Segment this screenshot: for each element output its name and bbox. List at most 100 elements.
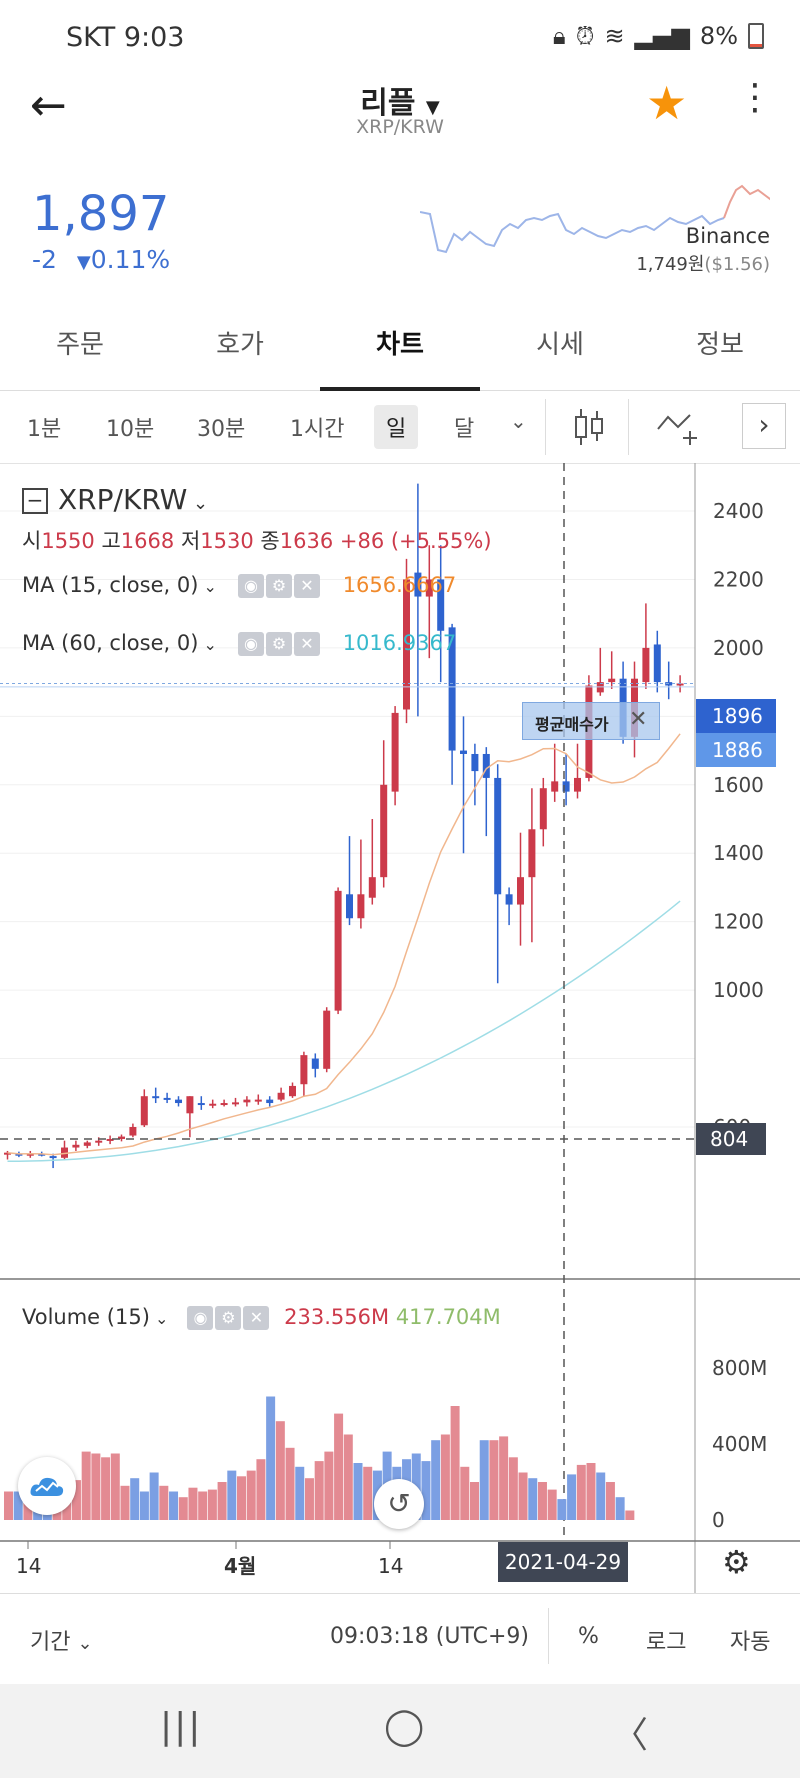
eye-icon[interactable]: ◉	[238, 632, 264, 656]
close-icon[interactable]: ✕	[243, 1306, 270, 1330]
tab-market[interactable]: 시세	[536, 330, 584, 360]
candle-body	[118, 1136, 125, 1139]
tab-chart[interactable]: 차트	[320, 312, 480, 391]
close-icon[interactable]: ✕	[629, 707, 648, 732]
volume-bar	[508, 1457, 518, 1520]
recent-apps-icon[interactable]: |||	[160, 1706, 203, 1747]
volume-bar	[431, 1440, 441, 1520]
close-label: 종	[260, 529, 280, 553]
price-change: -2 ▼0.11%	[32, 245, 170, 274]
volume-bar	[130, 1478, 140, 1520]
home-icon[interactable]: ◯	[384, 1706, 425, 1747]
eye-icon[interactable]: ◉	[238, 574, 264, 598]
gear-icon[interactable]: ⚙	[266, 632, 292, 656]
cloud-icon	[30, 1477, 64, 1496]
chart-settings-gear-icon[interactable]: ⚙	[722, 1543, 751, 1581]
down-triangle-icon: ▼	[76, 252, 91, 273]
candle-body	[106, 1138, 114, 1141]
candle-body	[95, 1140, 103, 1143]
volume-value-2: 417.704M	[395, 1305, 501, 1329]
sparkline-down-segment	[420, 211, 725, 254]
gear-icon[interactable]: ⚙	[215, 1306, 242, 1330]
candle-body	[574, 777, 581, 792]
wifi-icon: ≋	[604, 22, 625, 50]
candle-body	[61, 1147, 68, 1158]
divider	[548, 1608, 549, 1664]
interval-1min[interactable]: 1분	[27, 417, 62, 442]
ma15-legend[interactable]: MA (15, close, 0) ⌄ ◉ ⚙ ✕ 1656.6667	[22, 573, 456, 598]
close-icon[interactable]: ✕	[294, 574, 320, 598]
volume-bar	[353, 1463, 363, 1520]
low-label: 저	[180, 529, 201, 553]
log-toggle[interactable]: 로그	[646, 1630, 687, 1655]
candle-body	[129, 1127, 137, 1136]
interval-day[interactable]: 일	[374, 405, 419, 449]
close-icon[interactable]: ✕	[294, 632, 320, 656]
chevron-down-icon[interactable]: ⌄	[510, 409, 527, 433]
ma15-value: 1656.6667	[342, 573, 457, 597]
nav-back-icon[interactable]: 〈	[612, 1715, 649, 1756]
volume-bar	[246, 1470, 256, 1520]
candlestick-type-icon[interactable]	[572, 407, 606, 447]
tab-info[interactable]: 정보	[696, 330, 744, 360]
eye-icon[interactable]: ◉	[187, 1306, 214, 1330]
candle-body	[83, 1142, 91, 1146]
volume-bar	[343, 1434, 353, 1520]
back-arrow-icon[interactable]: ←	[30, 80, 67, 131]
reset-rotate-icon[interactable]: ↺	[374, 1479, 424, 1529]
indicator-add-icon[interactable]	[656, 409, 706, 447]
status-icons: 🔒︎ ⏰︎ ≋ ▂▄▆ 8%	[553, 22, 764, 50]
more-menu-icon[interactable]: ⋮	[737, 77, 773, 118]
candle-body	[562, 781, 570, 792]
volume-bar	[363, 1466, 373, 1520]
interval-10min[interactable]: 10분	[106, 417, 155, 442]
lock-icon: 🔒︎	[552, 22, 566, 50]
auto-toggle[interactable]: 자동	[730, 1630, 771, 1655]
close-value: 1636	[279, 529, 334, 553]
price-tick-label: 1600	[713, 773, 764, 797]
interval-1hour[interactable]: 1시간	[290, 417, 345, 442]
chart-area[interactable]: 24002200200018001600140012001000600800M4…	[0, 463, 800, 1593]
header: ← 리플 ▼ XRP/KRW ★ ⋮	[0, 70, 800, 150]
coin-title[interactable]: 리플 ▼	[0, 78, 800, 122]
tab-order[interactable]: 주문	[56, 330, 104, 360]
battery-icon	[748, 23, 764, 49]
collapse-icon[interactable]: −	[22, 488, 48, 514]
next-tools-button[interactable]: ›	[742, 403, 786, 449]
percent-toggle[interactable]: %	[578, 1624, 599, 1649]
ma60-legend[interactable]: MA (60, close, 0) ⌄ ◉ ⚙ ✕ 1016.9367	[22, 631, 456, 656]
volume-bar	[450, 1406, 460, 1520]
volume-bar	[275, 1421, 285, 1520]
current-price-tag: 1896	[696, 699, 776, 733]
volume-bar	[314, 1461, 324, 1520]
volume-bar	[120, 1485, 130, 1520]
avg-buy-price-tag[interactable]: 평균매수가 ✕	[522, 702, 660, 740]
volume-bar	[625, 1510, 635, 1520]
signal-icon: ▂▄▆	[634, 22, 690, 50]
chart-footer: 기간 ⌄ 09:03:18 (UTC+9) % 로그 자동	[0, 1593, 800, 1682]
exchange-name: Binance	[685, 224, 770, 248]
candle-body	[266, 1099, 274, 1104]
candle-body	[26, 1153, 34, 1156]
tab-bar: 주문 호가 차트 시세 정보	[0, 312, 800, 391]
interval-30min[interactable]: 30분	[197, 417, 246, 442]
candle-body	[391, 712, 399, 792]
gear-icon[interactable]: ⚙	[266, 574, 292, 598]
timezone-clock[interactable]: 09:03:18 (UTC+9)	[330, 1624, 530, 1649]
interval-month[interactable]: 달	[454, 417, 475, 442]
candle-body	[448, 627, 456, 751]
cloud-chart-button[interactable]	[18, 1457, 76, 1515]
volume-bar	[295, 1466, 305, 1520]
volume-bar	[188, 1487, 198, 1520]
volume-label: Volume (15)	[22, 1305, 150, 1329]
volume-bar	[207, 1489, 217, 1520]
chart-symbol: XRP/KRW	[58, 483, 188, 516]
symbol-legend[interactable]: − XRP/KRW ⌄	[22, 483, 208, 516]
period-selector[interactable]: 기간 ⌄	[30, 1624, 93, 1656]
volume-bar	[557, 1499, 567, 1520]
price-tick-label: 1000	[713, 978, 764, 1002]
price-tick-label: 2000	[713, 636, 764, 660]
volume-legend[interactable]: Volume (15) ⌄ ◉ ⚙ ✕ 233.556M 417.704M	[22, 1305, 501, 1330]
tab-orderbook[interactable]: 호가	[216, 330, 264, 360]
favorite-star-icon[interactable]: ★	[646, 76, 688, 130]
